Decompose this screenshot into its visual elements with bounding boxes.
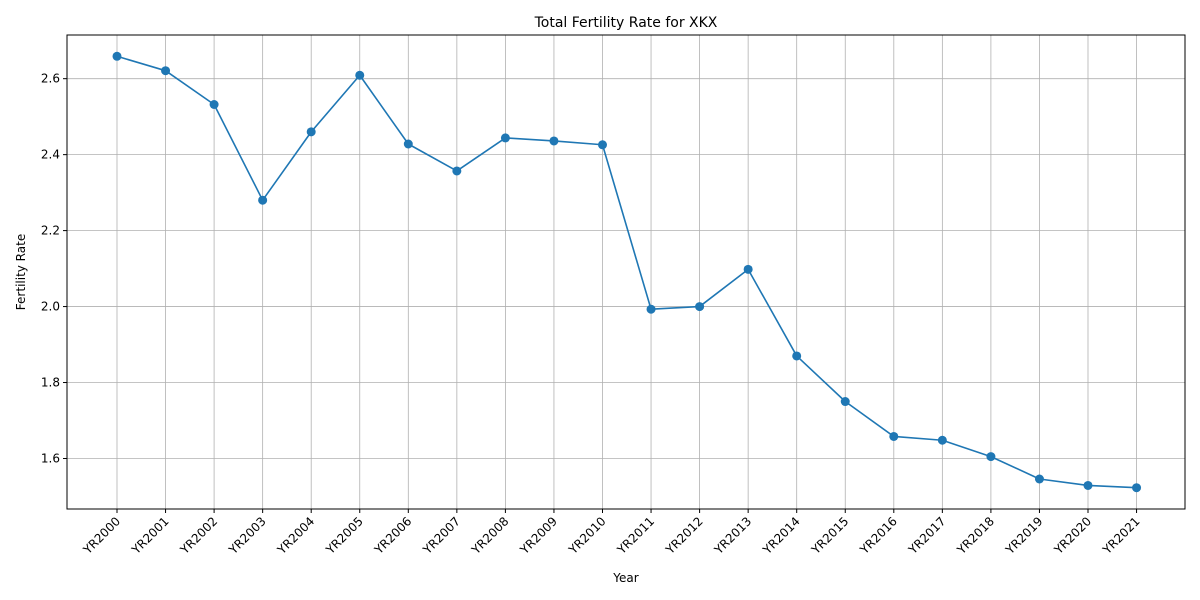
x-tick-label: YR2009 [517,514,560,557]
x-tick-label: YR2011 [614,514,657,557]
plot-frame [66,34,1186,510]
data-point [937,435,947,445]
data-point [1034,474,1044,484]
data-point [500,133,510,143]
x-axis-ticks: YR2000 YR2001 YR2002 YR2003 YR2004 YR2005 YR20… [80,509,1143,558]
series [112,51,1142,493]
data-point [258,195,268,205]
y-axis-ticks: 1.6 1.8 2.0 2.2 2.4 2.6 [41,72,67,465]
y-tick-label: 2.0 [41,300,60,314]
x-tick-label: YR2019 [1002,514,1045,557]
data-point [306,127,316,137]
x-tick-label: YR2013 [711,514,754,557]
x-tick-label: YR2020 [1051,514,1094,557]
y-axis-label: Fertility Rate [14,234,28,310]
series-line [116,55,1137,489]
x-tick-label: YR2000 [80,514,123,557]
x-tick-label: YR2016 [857,514,900,557]
x-axis-label: Year [612,571,638,585]
x-tick-label: YR2002 [177,514,220,557]
x-tick-label: YR2007 [420,514,463,557]
data-point [452,166,462,176]
x-tick-label: YR2004 [274,514,317,557]
x-tick-label: YR2021 [1099,514,1142,557]
x-tick-label: YR2017 [905,514,948,557]
data-point [403,139,413,149]
x-tick-label: YR2005 [323,514,366,557]
data-point [355,70,365,80]
x-tick-label: YR2012 [662,514,705,557]
y-tick-label: 2.4 [41,148,60,162]
data-point [161,66,171,76]
data-point [695,302,705,312]
data-point [792,351,802,361]
data-point [598,140,607,150]
x-tick-label: YR2001 [128,514,171,557]
x-tick-label: YR2015 [808,514,851,557]
y-tick-label: 1.6 [41,451,60,465]
x-tick-label: YR2018 [954,514,997,557]
data-point [986,452,996,462]
data-point [549,136,559,146]
x-tick-label: YR2014 [760,514,803,557]
data-point [840,397,850,407]
x-tick-label: YR2003 [225,514,268,557]
y-tick-label: 1.8 [41,376,60,390]
chart-title: Total Fertility Rate for XKX [534,15,718,31]
y-tick-label: 2.2 [41,224,60,238]
x-tick-label: YR2006 [371,514,414,557]
x-tick-label: YR2008 [468,514,511,557]
data-point [646,304,656,314]
x-tick-label: YR2010 [565,514,608,557]
y-tick-label: 2.6 [41,72,60,86]
data-point [889,431,899,441]
data-point [1132,483,1142,493]
data-point [209,100,219,110]
data-point [743,264,753,274]
data-point [1083,480,1093,490]
data-point [112,51,122,61]
grid [67,35,1185,509]
